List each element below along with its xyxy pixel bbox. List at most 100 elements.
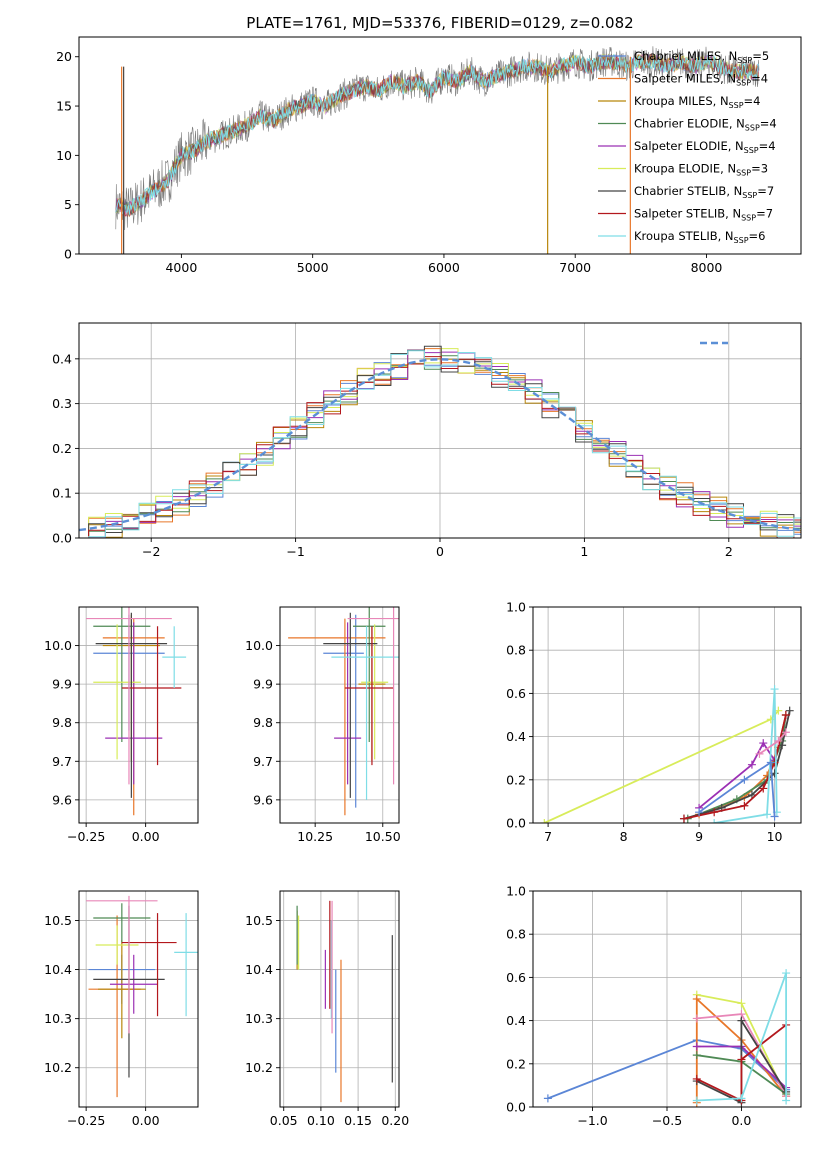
legend-subscript: SSP: [741, 214, 756, 223]
legend-count: =7: [756, 207, 773, 221]
spectrum-model-kroupa-stelib: [115, 54, 759, 216]
weight-marker: [759, 739, 768, 748]
age_vs_Z-ytick-label: 9.8: [52, 715, 72, 730]
legend-count: =6: [749, 229, 766, 243]
mass_vs_ebv-ytick-label: 10.5: [245, 913, 273, 928]
age_vs_Z-xtick-label: 0.00: [132, 829, 160, 844]
mass_weight_vs_Z-ytick-label: 1.0: [506, 884, 526, 899]
mass_weight_vs_age-ytick-label: 0.4: [506, 729, 526, 744]
weight-marker: [710, 808, 719, 817]
residual-hist-salpeter-elodie: [79, 349, 801, 538]
weight-marker: [782, 969, 791, 978]
mass_weight_vs_Z-ytick-label: 0.4: [506, 1013, 526, 1028]
weight-marker: [692, 1051, 701, 1060]
legend-name: Kroupa MILES, N: [634, 94, 729, 108]
mass_weight_vs_age-ytick-label: 1.0: [506, 600, 526, 615]
spectrum-ytick-label: 15: [56, 99, 72, 114]
legend-name: Kroupa ELODIE, N: [634, 162, 736, 176]
mass_weight_vs_Z-ytick-label: 0.6: [506, 970, 526, 985]
residual-hist-chabrier-miles: [79, 349, 801, 538]
residuals-panel: −2 −1 0 1 2 0.0 0.1 0.2 0.3 0.4: [52, 322, 802, 559]
mass_weight_vs_Z-xtick-label: −0.5: [652, 1113, 682, 1128]
spectrum-xtick-label: 7000: [559, 260, 591, 275]
legend-entry: Chabrier STELIB, NSSP=7: [634, 184, 774, 200]
mass_weight_vs_Z-xtick-label: −1.0: [577, 1113, 607, 1128]
residuals-plot-area: [79, 345, 801, 538]
mass_weight_vs_Z-ytick-label: 0.8: [506, 927, 526, 942]
residuals-ytick-label: 0.4: [52, 351, 72, 366]
weight-marker: [747, 760, 756, 769]
weight-marker: [737, 1016, 746, 1025]
spectrum-ytick-label: 0: [64, 247, 72, 262]
mass_vs_ebv-xtick-label: 0.15: [344, 1113, 372, 1128]
mass_weight_vs_age-ytick-label: 0.2: [506, 772, 526, 787]
residual-hist-chabrier-elodie: [79, 355, 801, 538]
legend-subscript: SSP: [745, 124, 760, 133]
legend-subscript: SSP: [736, 79, 751, 88]
age_vs_Z-frame: [78, 606, 199, 824]
legend-name: Salpeter ELODIE, N: [634, 139, 744, 153]
mass_weight_vs_age-ytick-label: 0.8: [506, 643, 526, 658]
legend-subscript: SSP: [729, 101, 744, 110]
mass_vs_Z-plot-area: [86, 895, 198, 1098]
mass_weight_vs_Z-ytick-label: 0.0: [506, 1100, 526, 1115]
age_vs_Z-xtick-label: −0.25: [67, 829, 105, 844]
weight-marker: [737, 999, 746, 1008]
weight-marker: [692, 1042, 701, 1051]
mass_vs_ebv-plot-area: [296, 900, 393, 1103]
legend-subscript: SSP: [734, 236, 749, 245]
residuals-xtick-label: −1: [286, 544, 304, 559]
weight-marker: [540, 819, 549, 823]
mass_weight_vs_age-frame: [532, 606, 802, 824]
spectrum-model-salpeter-stelib: [115, 53, 759, 218]
spectrum-xtick-label: 6000: [428, 260, 460, 275]
legend-name: Salpeter MILES, N: [634, 72, 736, 86]
mass_vs_ebv-ytick-label: 10.3: [245, 1011, 273, 1026]
weight-marker: [679, 814, 688, 823]
weight-marker: [766, 758, 775, 767]
age_vs_mass-ytick-label: 9.8: [253, 715, 273, 730]
residuals-ytick-label: 0.3: [52, 396, 72, 411]
age_vs_Z-ytick-label: 10.0: [44, 638, 72, 653]
weight-marker: [692, 995, 701, 1003]
weight-marker: [770, 812, 779, 821]
mass_vs_Z-frame: [78, 890, 199, 1108]
weight-line-chabrier-miles: [698, 760, 776, 817]
weight-marker: [692, 1074, 701, 1083]
legend-subscript: SSP: [736, 169, 751, 178]
mass_vs_ebv-xtick-label: 0.20: [381, 1113, 409, 1128]
weight-line-kroupa-stelib: [714, 689, 778, 823]
legend-count: =4: [759, 139, 776, 153]
spectrum-ytick-label: 10: [56, 148, 72, 163]
mass_vs_Z-ytick-label: 10.3: [44, 1011, 72, 1026]
mass_weight_vs_age-xtick-label: 8: [620, 829, 628, 844]
legend-entry: Salpeter STELIB, NSSP=7: [634, 207, 773, 223]
age_vs_mass-panel: 10.25 10.50 9.6 9.7 9.8 9.9 10.0: [245, 606, 401, 844]
residuals-ytick-label: 0.1: [52, 486, 72, 501]
age_vs_mass-xtick-label: 10.50: [365, 829, 401, 844]
spectrum-xtick-label: 4000: [165, 260, 197, 275]
mass_vs_Z-ytick-label: 10.5: [44, 913, 72, 928]
residuals-xtick-label: 1: [580, 544, 588, 559]
mass_vs_Z-panel: −0.25 0.00 10.2 10.3 10.4 10.5: [44, 890, 199, 1128]
weight-line-chabrier-stelib: [683, 710, 791, 820]
residual-hist-salpeter-stelib: [79, 356, 801, 538]
residual-hist-kroupa-stelib: [79, 350, 801, 538]
legend-subscript: SSP: [737, 56, 752, 65]
mass_weight_vs_Z-panel: −1.0 −0.5 0.0 0.0 0.2 0.4 0.6 0.8 1.0: [506, 884, 802, 1128]
weight-marker: [692, 1014, 701, 1023]
age_vs_mass-xtick-label: 10.25: [297, 829, 333, 844]
legend-name: Salpeter STELIB, N: [634, 207, 741, 221]
mass_weight_vs_Z-xtick-label: 0.0: [731, 1113, 751, 1128]
age_vs_Z-ytick-label: 9.9: [52, 677, 72, 692]
legend-entry: Kroupa MILES, NSSP=4: [634, 94, 760, 110]
spectrum-panel: 4000 5000 6000 7000 8000 0 5 10 15 20 Chabrier MIL…: [56, 36, 802, 275]
mass_vs_ebv-frame: [279, 890, 400, 1108]
residual-hist-chabrier-stelib: [79, 345, 801, 538]
spectrum-xtick-label: 8000: [691, 260, 723, 275]
legend-entry: Salpeter ELODIE, NSSP=4: [634, 139, 776, 155]
spectrum-frame: [78, 36, 802, 255]
weight-marker: [785, 706, 794, 715]
mass_vs_ebv-panel: 0.05 0.10 0.15 0.20 10.2 10.3 10.4 10.5: [245, 890, 409, 1128]
